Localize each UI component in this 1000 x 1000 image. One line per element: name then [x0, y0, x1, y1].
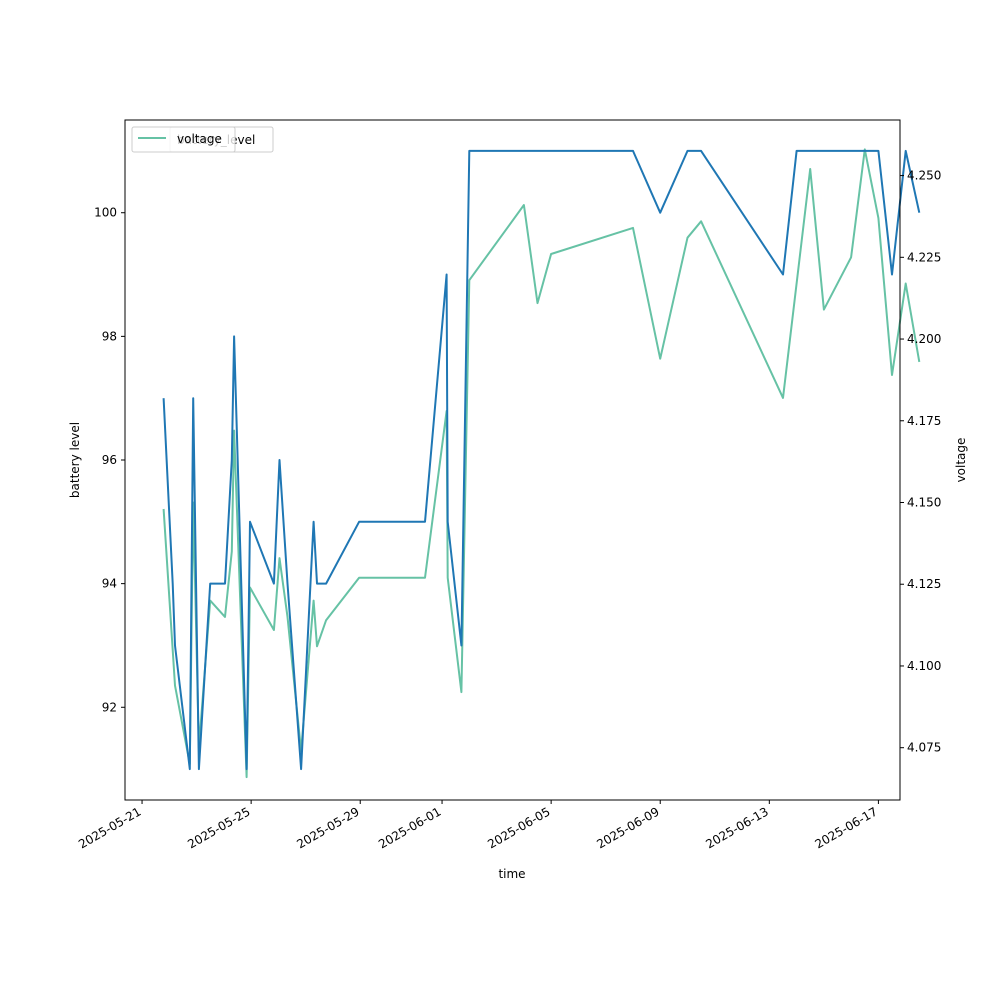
- legend-label: voltage: [177, 132, 222, 146]
- y-left-tick-label: 98: [102, 329, 117, 343]
- y-left-axis-ticks: 92 94 96 98 100: [94, 206, 125, 714]
- y-right-tick-label: 4.250: [907, 169, 941, 183]
- y-left-tick-label: 92: [102, 700, 117, 714]
- y-right-tick-label: 4.200: [907, 332, 941, 346]
- legend-box: [131, 126, 236, 153]
- y-right-tick-label: 4.125: [907, 577, 941, 591]
- y-right-tick-label: 4.075: [907, 741, 941, 755]
- y-left-tick-label: 94: [102, 577, 117, 591]
- y-right-tick-label: 4.175: [907, 414, 941, 428]
- y-right-tick-label: 4.100: [907, 659, 941, 673]
- series-layer: [162, 148, 921, 779]
- y-right-axis-ticks: 4.075 4.100 4.125 4.150 4.175 4.200 4.225 4.250: [900, 169, 941, 755]
- y-right-tick-label: 4.150: [907, 496, 941, 510]
- y-left-axis-label: battery level: [68, 422, 82, 498]
- series-line-voltage: [162, 148, 921, 779]
- y-left-tick-label: 100: [94, 206, 117, 220]
- legend-voltage: voltage: [131, 126, 236, 153]
- y-left-tick-label: 96: [102, 453, 117, 467]
- y-right-tick-label: 4.225: [907, 250, 941, 264]
- series-line-battery-level: [162, 149, 921, 771]
- y-right-axis-label: voltage: [954, 438, 968, 483]
- x-axis-label: time: [498, 867, 525, 881]
